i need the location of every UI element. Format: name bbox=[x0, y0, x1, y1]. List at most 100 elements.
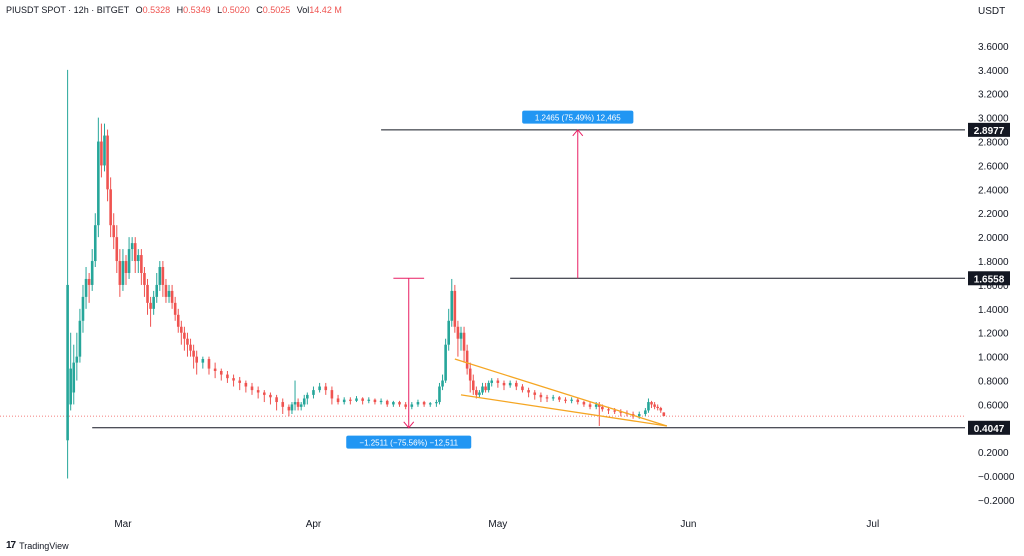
candle-body bbox=[87, 278, 91, 285]
candle-body bbox=[183, 332, 186, 339]
high-label: H bbox=[176, 5, 184, 15]
y-tick-label: 3.4000 bbox=[978, 66, 1009, 77]
candle-body bbox=[656, 406, 659, 409]
y-tick-label: 2.6000 bbox=[978, 161, 1009, 172]
candle-body bbox=[127, 249, 131, 273]
volume-label: Vol bbox=[296, 5, 310, 15]
candle-body bbox=[453, 290, 457, 327]
candle-body bbox=[78, 320, 82, 357]
volume-value: 14.42 M bbox=[309, 5, 342, 15]
candle-body bbox=[515, 382, 518, 387]
measure-label-0: −1.2511 (−75.56%) −12,511 bbox=[359, 439, 458, 448]
candle-body bbox=[481, 386, 484, 393]
candle-body bbox=[115, 237, 119, 262]
candle-body bbox=[582, 402, 586, 405]
candle-body bbox=[312, 390, 315, 395]
drawings[interactable]: −1.2511 (−75.56%) −12,511 1.2465 (75.49%)… bbox=[346, 110, 668, 449]
candle-body bbox=[244, 382, 248, 387]
candle-body bbox=[456, 326, 460, 339]
low-label: L bbox=[217, 5, 223, 15]
candle-body bbox=[124, 261, 128, 273]
candle-body bbox=[385, 400, 389, 405]
candle-body bbox=[650, 402, 653, 405]
candle-body bbox=[109, 189, 112, 226]
candle-body bbox=[465, 350, 469, 369]
candle-body bbox=[180, 326, 183, 333]
price-label-box-0 bbox=[968, 122, 1010, 137]
price-label-box-2 bbox=[968, 420, 1010, 435]
tradingview-logo-icon: 17 bbox=[6, 540, 16, 551]
candle-body bbox=[398, 402, 401, 405]
candle-body bbox=[219, 370, 223, 375]
symbol-label[interactable]: PIUSDT SPOT · 12h · BITGET bbox=[6, 5, 130, 15]
candle-body bbox=[250, 386, 254, 391]
y-tick-label: 2.0000 bbox=[978, 233, 1009, 244]
candle-body bbox=[81, 296, 85, 321]
y-tick-label: 3.0000 bbox=[978, 114, 1009, 125]
candle-body bbox=[619, 411, 623, 413]
open-value: 0.5328 bbox=[142, 5, 171, 15]
candle-body bbox=[330, 390, 334, 399]
candle-body bbox=[146, 284, 149, 303]
wedge-line-1 bbox=[460, 394, 667, 427]
candle-body bbox=[281, 402, 285, 407]
candle-body bbox=[158, 267, 162, 285]
candle-body bbox=[379, 400, 383, 403]
measure-arrow-1 bbox=[572, 129, 584, 137]
candle-body bbox=[478, 392, 481, 395]
brand-name: TradingView bbox=[19, 540, 69, 551]
y-axis[interactable]: 3.6000 3.4000 3.2000 3.0000 2.8000 2.6000 2.40… bbox=[968, 42, 1015, 507]
candle-body bbox=[324, 386, 328, 391]
candle-body bbox=[502, 382, 506, 386]
high-value: 0.5349 bbox=[183, 5, 211, 15]
candle-body bbox=[69, 368, 72, 405]
measure-label-1: 1.2465 (75.49%) 12,465 bbox=[535, 114, 621, 123]
candle-body bbox=[161, 267, 165, 285]
candle-body bbox=[644, 410, 647, 415]
y-tick-label: −0.0000 bbox=[978, 472, 1015, 483]
candle-body bbox=[367, 399, 371, 401]
close-value: 0.5025 bbox=[262, 5, 291, 15]
candle-body bbox=[594, 404, 598, 407]
candle-body bbox=[201, 359, 205, 363]
candle-body bbox=[564, 399, 567, 401]
candle-body bbox=[155, 284, 159, 297]
candle-body bbox=[186, 338, 189, 345]
tradingview-brand: 17 TradingView bbox=[6, 540, 69, 551]
candle-body bbox=[112, 225, 116, 238]
measure-badge-1 bbox=[522, 110, 634, 124]
x-tick-label: Mar bbox=[114, 519, 132, 530]
candle-body bbox=[296, 402, 300, 407]
candle-body bbox=[269, 394, 272, 398]
candle-body bbox=[471, 380, 475, 391]
open-label: O bbox=[135, 5, 143, 15]
candle-body bbox=[508, 382, 512, 386]
candle-body bbox=[103, 135, 106, 166]
candle-body bbox=[447, 320, 450, 345]
x-axis[interactable]: Mar Apr May Jun Jul bbox=[114, 519, 879, 530]
x-tick-label: Apr bbox=[306, 519, 322, 530]
y-tick-label: 0.2000 bbox=[978, 448, 1009, 459]
y-tick-label: 0.6000 bbox=[978, 400, 1009, 411]
candle-body bbox=[355, 398, 358, 401]
candle-body bbox=[75, 356, 79, 363]
candle-body bbox=[232, 378, 235, 381]
candle-body bbox=[100, 141, 103, 166]
candle-body bbox=[490, 380, 494, 383]
candle-body bbox=[459, 332, 463, 339]
candle-body bbox=[207, 359, 211, 369]
candle-body bbox=[496, 380, 500, 383]
candle-body bbox=[256, 390, 260, 393]
x-tick-label: Jul bbox=[866, 519, 879, 530]
candle-body bbox=[361, 398, 364, 401]
candle-body bbox=[293, 402, 297, 405]
y-tick-label: 1.6000 bbox=[978, 281, 1009, 292]
candle-body bbox=[189, 344, 192, 351]
candle-body bbox=[84, 278, 88, 297]
currency-label: USDT bbox=[978, 6, 1005, 17]
candle-body bbox=[637, 414, 641, 417]
candle-body bbox=[118, 261, 122, 285]
candle-body bbox=[275, 397, 278, 403]
candle-body bbox=[195, 356, 198, 363]
